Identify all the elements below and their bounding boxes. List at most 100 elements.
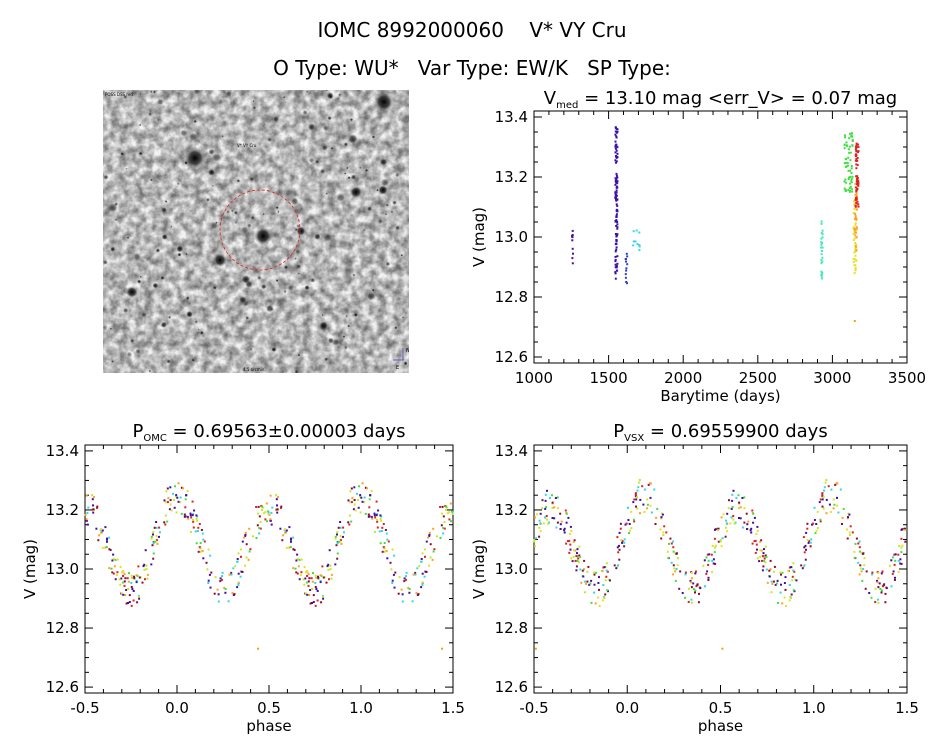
data-point — [853, 228, 856, 231]
data-point — [539, 530, 542, 533]
data-point — [339, 540, 342, 543]
data-point — [850, 167, 853, 170]
data-point — [267, 512, 270, 515]
data-point — [853, 556, 856, 559]
data-point — [586, 580, 589, 583]
star — [271, 346, 277, 353]
data-point — [802, 536, 805, 539]
data-point — [108, 536, 111, 539]
data-point — [166, 487, 169, 490]
data-point — [846, 528, 848, 531]
data-point — [615, 248, 618, 251]
data-point — [820, 262, 823, 265]
data-point — [820, 222, 823, 225]
data-point — [618, 531, 621, 534]
star — [384, 104, 388, 107]
data-point — [903, 529, 906, 532]
data-point — [821, 233, 824, 236]
data-point — [122, 581, 124, 584]
star — [402, 316, 405, 319]
data-point — [853, 227, 856, 230]
data-point — [575, 555, 578, 558]
data-point — [207, 579, 210, 582]
data-point — [881, 570, 884, 573]
data-point — [668, 542, 670, 545]
data-point — [368, 498, 371, 501]
star — [321, 144, 328, 151]
data-point — [569, 548, 572, 551]
data-point — [343, 531, 345, 534]
data-point — [625, 522, 628, 525]
data-point — [636, 507, 639, 510]
data-point — [894, 559, 897, 562]
data-point — [802, 565, 805, 568]
y-tick-label: 12.8 — [46, 619, 79, 637]
data-point — [237, 583, 240, 586]
data-point — [848, 187, 851, 189]
data-point — [854, 245, 857, 248]
data-point — [265, 502, 268, 505]
data-point — [646, 507, 649, 510]
data-point — [885, 587, 888, 590]
data-point — [808, 540, 811, 543]
data-point — [848, 151, 851, 154]
data-point — [598, 588, 600, 591]
data-point — [880, 572, 883, 575]
star — [350, 174, 357, 180]
star — [338, 93, 342, 97]
star — [230, 209, 234, 213]
panel-title-subscript: VSX — [624, 433, 644, 444]
data-point — [421, 572, 424, 575]
data-point — [813, 506, 816, 509]
data-point — [614, 258, 617, 261]
data-point — [643, 511, 646, 513]
data-point — [860, 551, 863, 554]
data-point — [335, 544, 338, 547]
data-point — [623, 545, 626, 548]
data-point — [411, 600, 414, 603]
star — [332, 338, 340, 346]
data-point — [568, 539, 571, 542]
data-point — [314, 581, 317, 584]
data-point — [615, 178, 618, 181]
data-points — [84, 482, 454, 650]
data-point — [442, 527, 445, 530]
data-point — [615, 160, 618, 163]
data-point — [615, 216, 618, 218]
data-point — [309, 602, 312, 605]
x-tick-label: 0.5 — [257, 699, 281, 717]
data-point — [615, 181, 618, 184]
data-point — [257, 505, 260, 508]
data-point — [288, 526, 291, 529]
data-point — [856, 177, 859, 179]
data-point — [259, 521, 262, 523]
data-point — [761, 559, 763, 562]
data-point — [429, 543, 432, 546]
data-point — [156, 542, 159, 545]
data-point — [180, 512, 183, 515]
data-point — [201, 549, 204, 552]
plot-frame — [533, 110, 908, 364]
data-point — [432, 527, 435, 530]
star — [349, 118, 353, 122]
data-point — [763, 548, 765, 551]
data-point — [828, 503, 831, 506]
y-tick-label: 12.8 — [495, 619, 528, 637]
data-point — [379, 542, 382, 545]
data-point — [689, 579, 692, 582]
data-point — [781, 571, 784, 574]
data-point — [380, 530, 383, 532]
data-point — [773, 565, 776, 568]
x-tick-label: 0.0 — [615, 699, 639, 717]
data-point — [266, 520, 268, 523]
data-point — [615, 213, 618, 216]
data-point — [884, 592, 887, 595]
data-point — [635, 505, 637, 508]
data-point — [690, 598, 693, 601]
east-label: E — [396, 365, 399, 371]
data-point — [150, 537, 153, 540]
star — [367, 206, 372, 212]
x-axis-label: Barytime (days) — [660, 387, 780, 405]
star — [314, 159, 320, 165]
data-point — [614, 191, 617, 194]
